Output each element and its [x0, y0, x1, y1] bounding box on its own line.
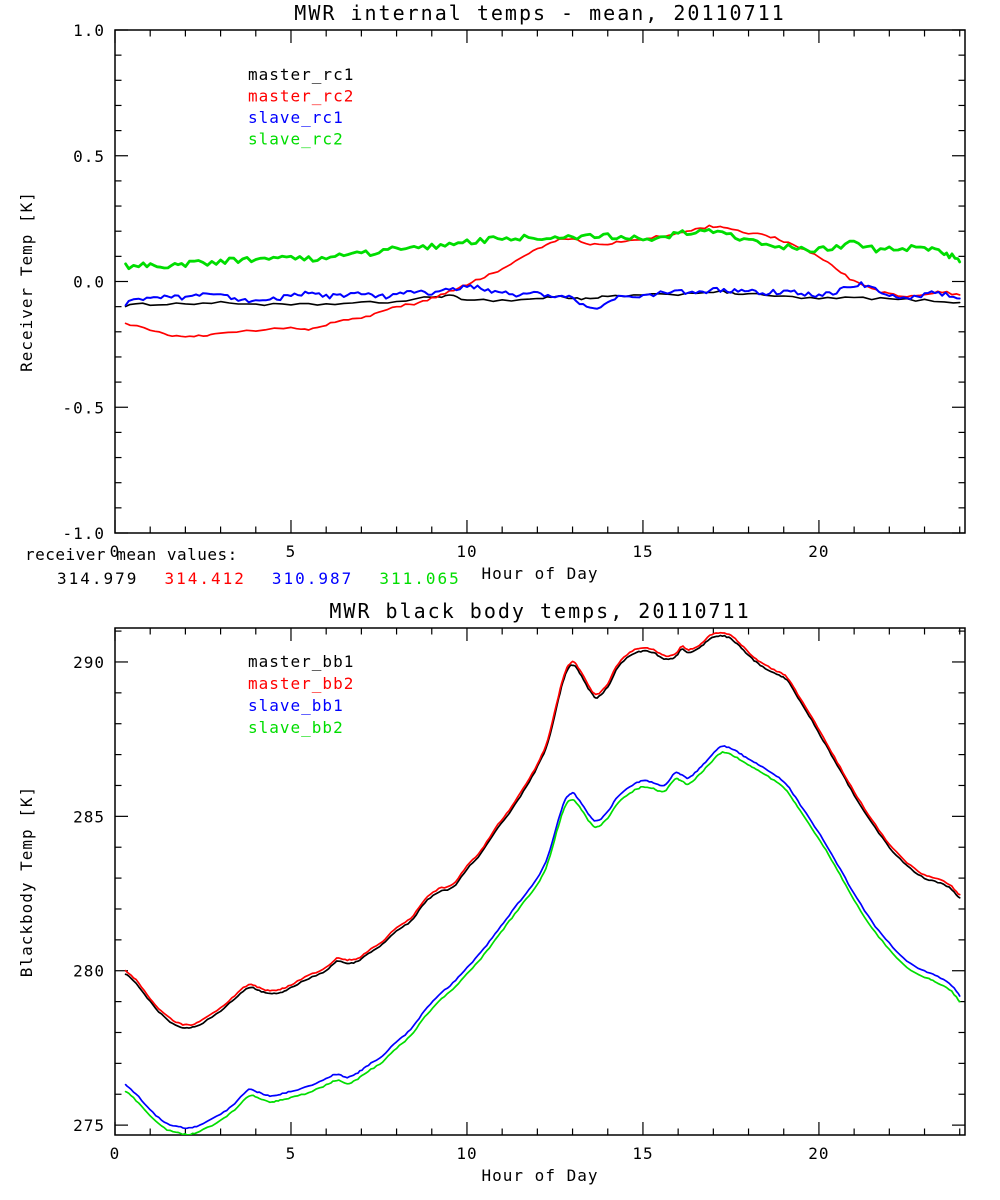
mean-value-master_rc1: 314.979 [57, 569, 139, 588]
x-tick-label: 5 [286, 1144, 297, 1163]
x-tick-label: 15 [632, 542, 653, 561]
legend-master_rc2: master_rc2 [248, 87, 354, 106]
legend: master_rc1 master_rc2 slave_rc1 slave_rc2 [248, 65, 354, 149]
series-group [124, 631, 961, 1135]
legend-master_bb2: master_bb2 [248, 674, 354, 693]
mean-values-row: 314.979 314.412 310.987 311.065 [57, 569, 461, 588]
legend: master_bb1 master_bb2 slave_bb1 slave_bb2 [248, 652, 354, 737]
y-tick-label: 290 [73, 653, 105, 672]
chart-receiver-temps: MWR internal temps - mean, 20110711 0 5 10 1… [17, 1, 966, 583]
x-tick-label: 10 [456, 1144, 477, 1163]
y-tick-label: 1.0 [73, 21, 105, 40]
series-master_bb2 [124, 631, 961, 1027]
series-slave_rc2 [124, 228, 962, 271]
chart-title: MWR black body temps, 20110711 [329, 599, 750, 623]
chart-title: MWR internal temps - mean, 20110711 [294, 1, 785, 25]
x-tick-label: 20 [808, 1144, 829, 1163]
legend-master_bb1: master_bb1 [248, 652, 354, 671]
y-tick-label: 0.5 [73, 147, 105, 166]
mean-value-master_rc2: 314.412 [164, 569, 246, 588]
x-tick-label: 20 [808, 542, 829, 561]
y-tick-label: 275 [73, 1116, 105, 1135]
axis-ticks [114, 628, 965, 1135]
mean-value-slave_rc2: 311.065 [379, 569, 461, 588]
x-tick-label: 5 [286, 542, 297, 561]
y-tick-label: 280 [73, 962, 105, 981]
x-tick-label: 0 [110, 1144, 121, 1163]
mean-value-slave_rc1: 310.987 [271, 569, 354, 588]
x-axis-title: Hour of Day [482, 564, 599, 583]
x-tick-label: 15 [632, 1144, 653, 1163]
x-axis-title: Hour of Day [482, 1166, 599, 1185]
series-slave_bb2 [124, 751, 961, 1135]
series-slave_rc1 [124, 281, 961, 310]
y-tick-label: -1.0 [62, 524, 105, 543]
y-axis-title: Receiver Temp [K] [17, 191, 36, 372]
series-slave_bb1 [124, 745, 961, 1130]
receiver-mean-values: receiver mean values: 314.979 314.412 310.… [25, 545, 461, 588]
legend-slave_bb2: slave_bb2 [248, 718, 344, 737]
x-tick-label: 0 [110, 542, 121, 561]
series-group [124, 224, 962, 338]
series-master_bb1 [124, 634, 961, 1029]
y-axis-title: Blackbody Temp [K] [17, 786, 36, 977]
legend-master_rc1: master_rc1 [248, 65, 354, 84]
x-tick-label: 10 [456, 542, 477, 561]
legend-slave_rc2: slave_rc2 [248, 130, 344, 149]
axis-ticks [114, 29, 965, 534]
y-tick-label: 285 [73, 807, 105, 826]
y-tick-label: -0.5 [62, 398, 105, 417]
legend-slave_bb1: slave_bb1 [248, 696, 344, 715]
plot-frame [114, 627, 966, 1136]
chart-blackbody-temps: MWR black body temps, 20110711 0 5 10 15 20 27… [17, 599, 966, 1185]
plot-frame [114, 29, 966, 534]
y-tick-label: 0.0 [73, 273, 105, 292]
series-master_rc2 [124, 224, 961, 338]
legend-slave_rc1: slave_rc1 [248, 108, 344, 127]
mean-values-label: receiver mean values: [25, 545, 238, 564]
